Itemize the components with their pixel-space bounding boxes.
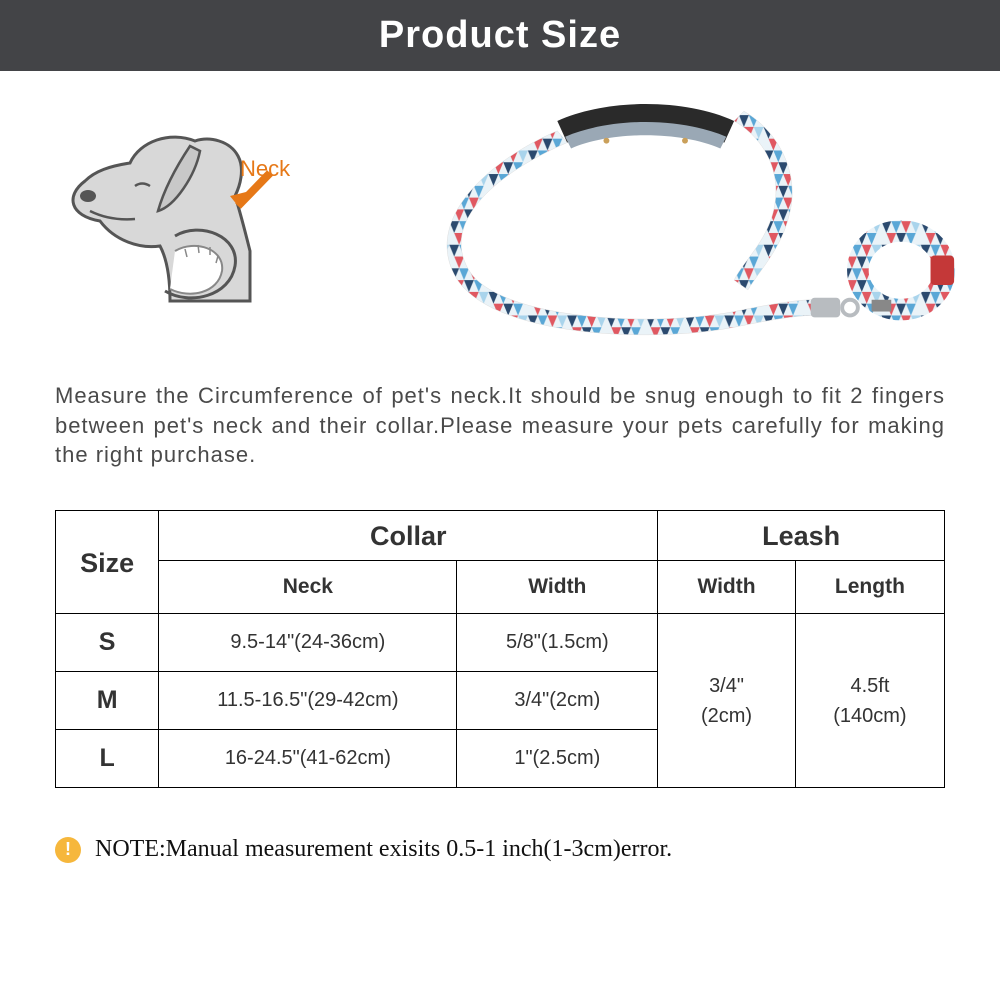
size-s: S xyxy=(56,614,159,672)
warning-icon: ! xyxy=(55,837,81,863)
cwidth-l: 1"(2.5cm) xyxy=(457,730,658,788)
size-m: M xyxy=(56,672,159,730)
col-collar-width: Width xyxy=(457,561,658,614)
size-l: L xyxy=(56,730,159,788)
neck-l: 16-24.5"(41-62cm) xyxy=(159,730,457,788)
neck-m: 11.5-16.5"(29-42cm) xyxy=(159,672,457,730)
description-text: Measure the Circumference of pet's neck.… xyxy=(0,371,1000,490)
dog-neck-diagram: Neck xyxy=(40,101,370,331)
col-size: Size xyxy=(56,511,159,614)
col-leash-width: Width xyxy=(658,561,796,614)
header-bar: Product Size xyxy=(0,0,1000,71)
cwidth-m: 3/4"(2cm) xyxy=(457,672,658,730)
illustration-row: Neck xyxy=(0,71,1000,371)
header-title: Product Size xyxy=(379,14,621,56)
cwidth-s: 5/8"(1.5cm) xyxy=(457,614,658,672)
neck-s: 9.5-14"(24-36cm) xyxy=(159,614,457,672)
leash-product-illustration xyxy=(410,101,960,361)
note-text: NOTE:Manual measurement exisits 0.5-1 in… xyxy=(95,836,672,863)
col-leash: Leash xyxy=(658,511,945,561)
leash-length-cell: 4.5ft(140cm) xyxy=(795,614,944,788)
col-collar: Collar xyxy=(159,511,658,561)
size-table: Size Collar Leash Neck Width Width Lengt… xyxy=(55,510,945,788)
note-row: ! NOTE:Manual measurement exisits 0.5-1 … xyxy=(0,788,1000,863)
neck-label: Neck xyxy=(240,156,290,182)
leash-width-cell: 3/4"(2cm) xyxy=(658,614,796,788)
col-leash-length: Length xyxy=(795,561,944,614)
table-row: S 9.5-14"(24-36cm) 5/8"(1.5cm) 3/4"(2cm)… xyxy=(56,614,945,672)
col-neck: Neck xyxy=(159,561,457,614)
